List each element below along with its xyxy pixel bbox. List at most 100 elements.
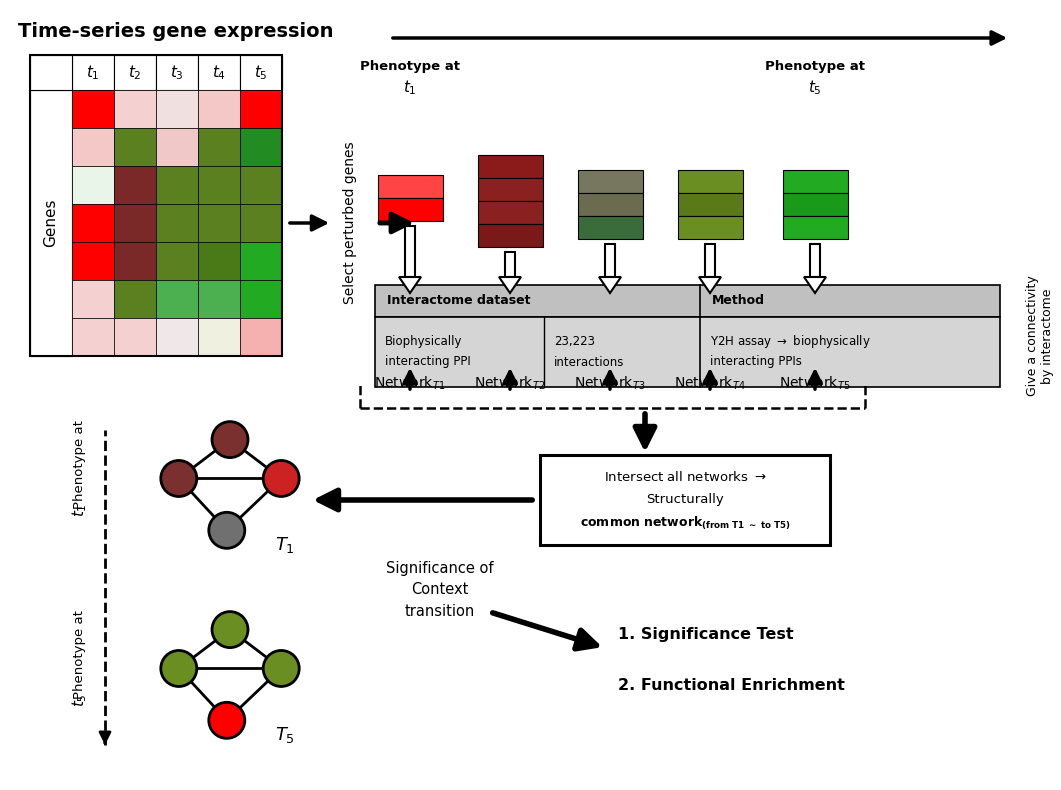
Text: Y2H assay $\rightarrow$ biophysically: Y2H assay $\rightarrow$ biophysically — [710, 333, 871, 351]
Text: Interactome dataset: Interactome dataset — [387, 295, 530, 307]
Text: Biophysically: Biophysically — [385, 336, 463, 348]
Bar — [479, 155, 543, 178]
Bar — [72, 280, 114, 318]
Bar — [198, 204, 240, 242]
Bar — [240, 55, 282, 90]
Text: Give a connectivity
by interactome: Give a connectivity by interactome — [1026, 276, 1054, 397]
Polygon shape — [699, 277, 721, 293]
Bar — [378, 198, 443, 221]
Bar — [198, 166, 240, 204]
Bar — [114, 166, 156, 204]
Circle shape — [209, 702, 245, 739]
Bar — [114, 318, 156, 356]
Circle shape — [161, 461, 196, 496]
Text: $t_1$: $t_1$ — [403, 78, 417, 96]
Text: Genes: Genes — [44, 199, 58, 247]
Bar — [198, 90, 240, 128]
Bar — [156, 90, 198, 128]
Bar — [198, 242, 240, 280]
Bar — [198, 318, 240, 356]
Bar — [479, 201, 543, 224]
Text: $t_3$: $t_3$ — [170, 63, 184, 82]
Circle shape — [263, 461, 299, 496]
Text: $t_2$: $t_2$ — [128, 63, 142, 82]
Text: $t_4$: $t_4$ — [212, 63, 226, 82]
Text: 23,223: 23,223 — [554, 336, 595, 348]
Text: Method: Method — [712, 295, 765, 307]
Bar — [375, 285, 1001, 317]
Text: Network$_{T4}$: Network$_{T4}$ — [674, 375, 746, 393]
Bar — [114, 242, 156, 280]
Bar — [578, 193, 643, 216]
Text: Network$_{T5}$: Network$_{T5}$ — [779, 375, 851, 393]
Bar — [578, 216, 643, 239]
Text: Network$_{T1}$: Network$_{T1}$ — [375, 375, 446, 393]
Bar — [240, 90, 282, 128]
Bar — [198, 128, 240, 166]
Bar — [479, 178, 543, 201]
Bar — [72, 55, 114, 90]
Bar — [114, 280, 156, 318]
Bar — [783, 216, 848, 239]
Text: Time-series gene expression: Time-series gene expression — [18, 22, 333, 41]
Bar — [156, 318, 198, 356]
Bar — [240, 242, 282, 280]
Text: $\mathbf{common\ network_{(from\ T1\ \sim\ to\ T5)}}$: $\mathbf{common\ network_{(from\ T1\ \si… — [579, 514, 790, 532]
Bar — [156, 280, 198, 318]
Bar — [156, 55, 198, 90]
Text: $T_5$: $T_5$ — [275, 725, 295, 745]
Bar — [240, 318, 282, 356]
Bar — [72, 318, 114, 356]
Bar — [678, 193, 743, 216]
Circle shape — [212, 422, 248, 457]
Bar — [30, 90, 72, 356]
Text: interactions: interactions — [554, 356, 624, 368]
Bar — [678, 170, 743, 193]
Text: $t_5$: $t_5$ — [808, 78, 822, 96]
Text: transition: transition — [405, 604, 475, 619]
Text: interacting PPI: interacting PPI — [385, 356, 471, 368]
Text: $t_1$: $t_1$ — [71, 503, 89, 517]
Bar — [783, 193, 848, 216]
Bar — [114, 55, 156, 90]
Polygon shape — [499, 277, 521, 293]
Text: $t_5$: $t_5$ — [255, 63, 267, 82]
Text: Structurally: Structurally — [646, 492, 724, 506]
Circle shape — [161, 650, 196, 687]
Bar — [198, 280, 240, 318]
Bar — [156, 242, 198, 280]
Text: Phenotype at: Phenotype at — [360, 60, 460, 73]
Text: Select perturbed genes: Select perturbed genes — [343, 141, 356, 304]
Bar — [72, 166, 114, 204]
Text: $t_1$: $t_1$ — [86, 63, 100, 82]
Bar — [114, 90, 156, 128]
Bar — [156, 204, 198, 242]
Bar — [405, 226, 415, 277]
Text: Phenotype at: Phenotype at — [73, 420, 87, 510]
Text: Significance of: Significance of — [386, 560, 493, 575]
Bar — [540, 455, 830, 545]
Bar — [156, 128, 198, 166]
Bar — [72, 204, 114, 242]
Bar — [30, 55, 72, 90]
Bar — [72, 242, 114, 280]
Circle shape — [209, 513, 245, 548]
Circle shape — [263, 650, 299, 687]
Text: 1. Significance Test: 1. Significance Test — [618, 627, 794, 642]
Bar — [479, 224, 543, 247]
Bar — [240, 204, 282, 242]
Text: Network$_{T3}$: Network$_{T3}$ — [574, 375, 646, 393]
Bar — [30, 55, 282, 356]
Text: Phenotype at: Phenotype at — [765, 60, 865, 73]
Bar — [156, 166, 198, 204]
Text: Phenotype at: Phenotype at — [73, 611, 87, 699]
Text: $t_5$: $t_5$ — [71, 693, 89, 707]
Text: interacting PPIs: interacting PPIs — [710, 356, 802, 368]
Bar — [810, 244, 820, 277]
Bar — [578, 170, 643, 193]
Bar — [240, 128, 282, 166]
Bar — [114, 128, 156, 166]
Polygon shape — [399, 277, 421, 293]
Text: Context: Context — [412, 582, 469, 597]
Text: $T_1$: $T_1$ — [275, 535, 295, 555]
